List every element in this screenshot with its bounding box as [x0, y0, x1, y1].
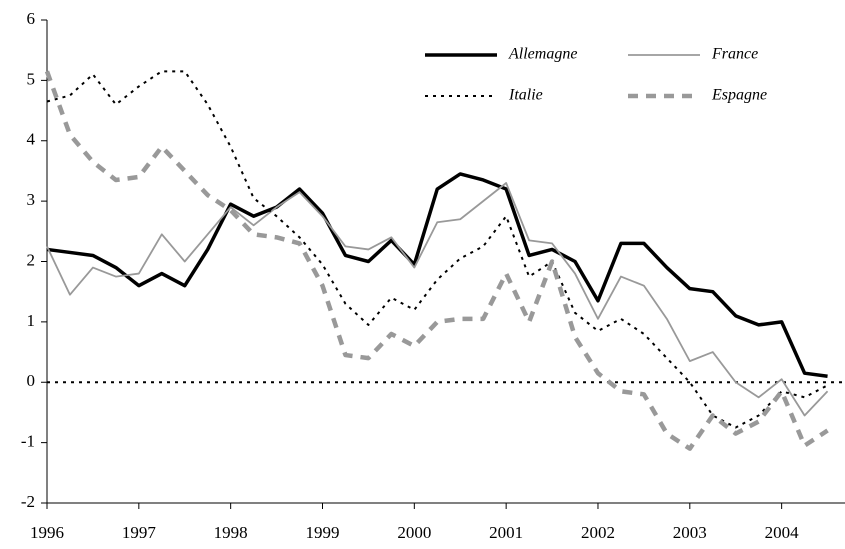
y-tick-label: -2: [21, 492, 35, 511]
y-tick-label: -1: [21, 432, 35, 451]
series-line: [46, 70, 829, 429]
x-tick-label: 1998: [214, 523, 248, 542]
x-tick-label: 2004: [765, 523, 800, 542]
y-tick-label: 1: [27, 311, 36, 330]
legend-label: France: [711, 46, 758, 63]
x-tick-label: 1997: [122, 523, 157, 542]
x-tick-label: 1996: [30, 523, 64, 542]
x-tick-label: 1999: [305, 523, 339, 542]
y-tick-label: 4: [27, 130, 36, 149]
x-tick-label: 2003: [673, 523, 707, 542]
y-tick-label: 6: [27, 9, 36, 28]
x-tick-label: 2002: [581, 523, 615, 542]
legend-label: Italie: [508, 87, 543, 104]
x-tick-label: 2000: [397, 523, 431, 542]
y-tick-label: 2: [27, 250, 36, 269]
legend-label: Espagne: [711, 87, 767, 104]
series-line: [46, 172, 828, 378]
series-line: [46, 182, 829, 417]
legend-label: Allemagne: [508, 46, 577, 63]
x-tick-label: 2001: [489, 523, 523, 542]
y-tick-label: 3: [27, 190, 36, 209]
y-tick-label: 5: [27, 69, 36, 88]
series-line: [44, 70, 829, 451]
y-tick-label: 0: [27, 371, 36, 390]
